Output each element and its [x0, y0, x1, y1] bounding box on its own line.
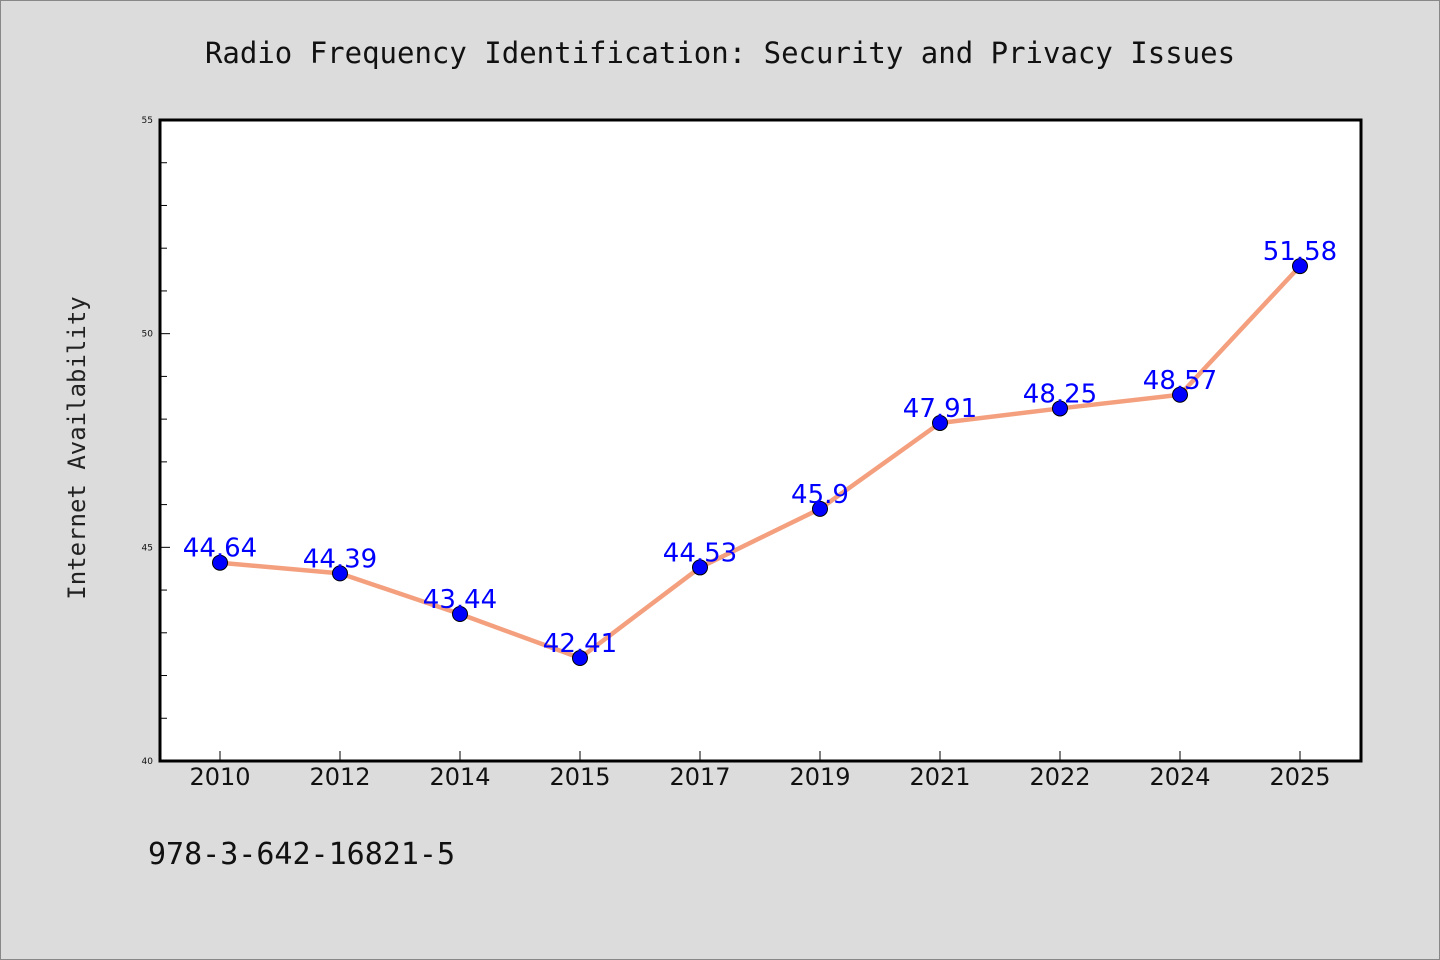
y-tick-label: 50: [142, 330, 154, 340]
footer-isbn: 978-3-642-16821-5: [148, 837, 455, 872]
x-tick-label: 2015: [549, 763, 610, 791]
x-tick-label: 2025: [1269, 763, 1330, 791]
data-point: [332, 565, 348, 582]
x-tick-label: 2014: [429, 763, 490, 791]
plot-area: [158, 118, 1363, 763]
data-point: [572, 650, 588, 667]
data-point: [692, 559, 708, 576]
data-point: [1052, 400, 1068, 417]
data-label: 48.57: [1143, 366, 1217, 396]
x-tick-label: 2017: [669, 763, 730, 791]
data-label: 47.91: [903, 394, 977, 424]
chart-title: Radio Frequency Identification: Security…: [205, 36, 1235, 70]
y-axis-label: Internet Availability: [63, 296, 91, 599]
data-label: 44.64: [183, 534, 257, 564]
data-label: 48.25: [1023, 379, 1097, 409]
x-tick-label: 2012: [309, 763, 370, 791]
series-line-group: [212, 258, 1308, 667]
y-tick-label: 55: [142, 116, 153, 126]
data-point: [932, 414, 948, 431]
y-axis: 40 45 50 55: [142, 116, 170, 767]
data-label: 43.44: [423, 585, 497, 615]
data-label: 51.58: [1263, 237, 1337, 267]
data-label: 44.53: [663, 538, 737, 568]
data-point: [212, 554, 228, 571]
x-tick-label: 2019: [789, 763, 850, 791]
data-label: 42.41: [543, 629, 617, 659]
x-tick-label: 2010: [189, 763, 250, 791]
x-tick-label: 2022: [1029, 763, 1090, 791]
data-label: 45.9: [791, 480, 849, 510]
data-labels-group: 44.64 44.39 43.44 42.41 44.53 45.9 47.91 48.25 4…: [183, 237, 1337, 659]
data-point: [1292, 258, 1308, 275]
data-point: [452, 605, 468, 622]
series-line: [217, 263, 1303, 661]
data-label: 44.39: [303, 544, 377, 574]
data-point: [812, 500, 828, 517]
x-tick-label: 2024: [1149, 763, 1210, 791]
data-point: [1172, 386, 1188, 403]
y-tick-label: 45: [142, 543, 153, 553]
x-axis: 2010 2012 2014 2015 2017 2019 2021 2022 2024 2025: [189, 751, 1331, 791]
x-tick-label: 2021: [909, 763, 970, 791]
y-tick-label: 40: [142, 757, 154, 767]
